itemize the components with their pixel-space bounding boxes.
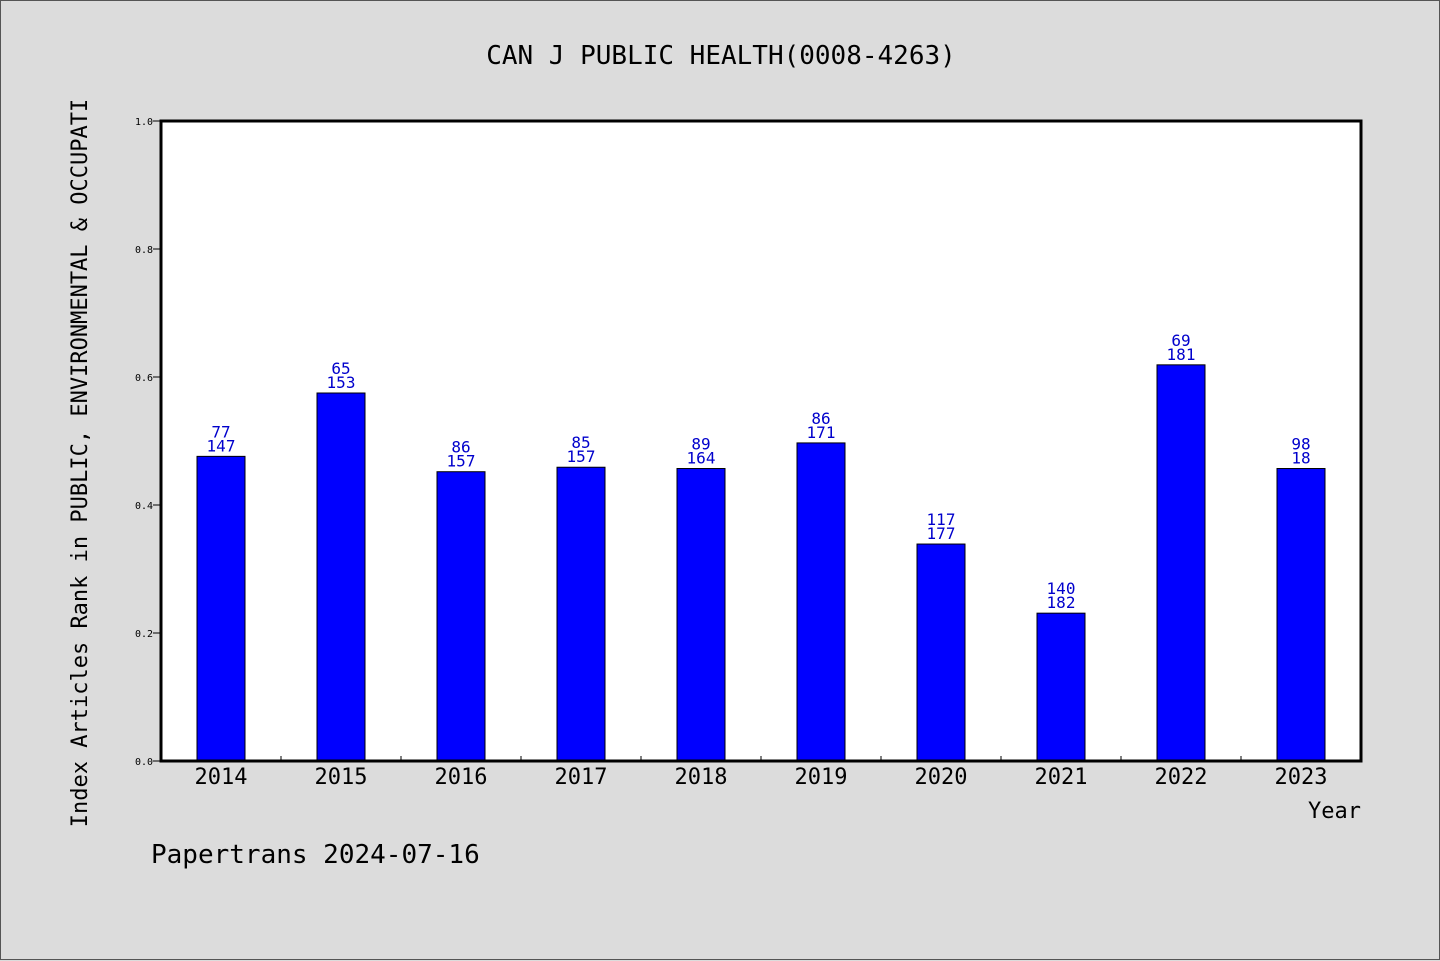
bar-label-bottom: 147: [207, 436, 236, 455]
x-tick-label: 2020: [915, 765, 968, 790]
bar: [796, 442, 846, 762]
y-axis-ticks: 0.0 0.2 0.4 0.6 0.8 1.0: [135, 117, 161, 768]
bar-label-bottom: 182: [1047, 593, 1076, 612]
bar-label-bottom: 181: [1167, 345, 1196, 364]
y-tick-label: 0.6: [135, 373, 153, 384]
bar-label-bottom: 153: [327, 373, 356, 392]
bar-label-top: 117: [927, 510, 956, 529]
x-tick-label: 2021: [1035, 765, 1088, 790]
bar-label-bottom: 177: [927, 524, 956, 543]
bar-label-bottom: 171: [807, 423, 836, 442]
bars: [196, 364, 1326, 762]
y-axis-label: Index Articles Rank in PUBLIC, ENVIRONME…: [68, 99, 93, 827]
bar-label-top: 77: [211, 422, 230, 441]
x-axis-ticks: 2014 2015 2016 2017 2018 2019 2020 2021 2022 2023: [195, 756, 1328, 790]
bar-label-bottom: 164: [687, 449, 716, 468]
y-tick-label: 1.0: [135, 117, 153, 128]
bar-label-top: 85: [571, 433, 590, 452]
bar: [316, 392, 366, 762]
bar: [196, 455, 246, 762]
bar: [436, 471, 486, 762]
bar: [1036, 612, 1086, 762]
x-tick-label: 2023: [1275, 765, 1328, 790]
y-tick-label: 0.8: [135, 245, 153, 256]
x-axis-label: Year: [1308, 799, 1361, 824]
plot-border: [159, 119, 1363, 763]
x-tick-label: 2017: [555, 765, 608, 790]
x-tick-label: 2015: [315, 765, 368, 790]
bar-label-top: 140: [1047, 579, 1076, 598]
x-tick-label: 2019: [795, 765, 848, 790]
bar-label-top: 86: [811, 409, 830, 428]
bar-label-top: 65: [331, 359, 350, 378]
footer-credit: Papertrans 2024-07-16: [151, 840, 480, 870]
bar: [1276, 468, 1326, 762]
bar-label-bottom: 157: [567, 447, 596, 466]
bar-label-top: 86: [451, 438, 470, 457]
bar: [676, 468, 726, 762]
bar-value-labels: 7714765153861578515789164861711171771401…: [207, 331, 1311, 612]
y-tick-label: 0.0: [135, 757, 153, 768]
bar-label-bottom: 18: [1291, 449, 1310, 468]
bar-label-top: 69: [1171, 331, 1190, 350]
bar-label-top: 89: [691, 435, 710, 454]
bar: [916, 543, 966, 762]
bar: [1156, 364, 1206, 762]
x-tick-label: 2016: [435, 765, 488, 790]
x-tick-label: 2018: [675, 765, 728, 790]
bar: [556, 466, 606, 762]
chart-title: CAN J PUBLIC HEALTH(0008-4263): [486, 41, 956, 71]
y-tick-label: 0.2: [135, 629, 153, 640]
x-tick-label: 2022: [1155, 765, 1208, 790]
bar-label-bottom: 157: [447, 452, 476, 471]
y-tick-label: 0.4: [135, 501, 153, 512]
x-tick-label: 2014: [195, 765, 248, 790]
bar-label-top: 98: [1291, 435, 1310, 454]
